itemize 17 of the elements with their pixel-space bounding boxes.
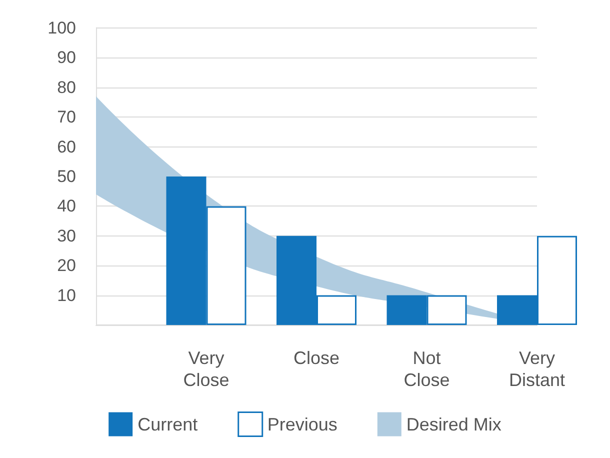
x-tick-label: Not Close: [404, 348, 450, 390]
y-tick-label: 30: [57, 226, 76, 246]
y-tick-label: 10: [57, 286, 76, 305]
x-tick-label: Close: [293, 348, 340, 368]
y-tick-label: 60: [57, 137, 76, 156]
legend-label: Previous: [267, 414, 338, 434]
y-tick-label: 90: [57, 48, 76, 68]
legend-label: Desired Mix: [406, 414, 502, 434]
y-tick-label: 100: [48, 18, 76, 38]
legend-label: Current: [138, 414, 198, 434]
y-tick-label: 50: [57, 167, 76, 186]
y-tick-label: 70: [57, 108, 76, 127]
x-tick-label: Very Distant: [508, 348, 566, 390]
x-tick-label: Very Close: [183, 348, 230, 390]
y-tick-label: 80: [57, 78, 76, 97]
y-tick-label: 20: [57, 256, 76, 276]
y-tick-label: 40: [57, 196, 76, 216]
